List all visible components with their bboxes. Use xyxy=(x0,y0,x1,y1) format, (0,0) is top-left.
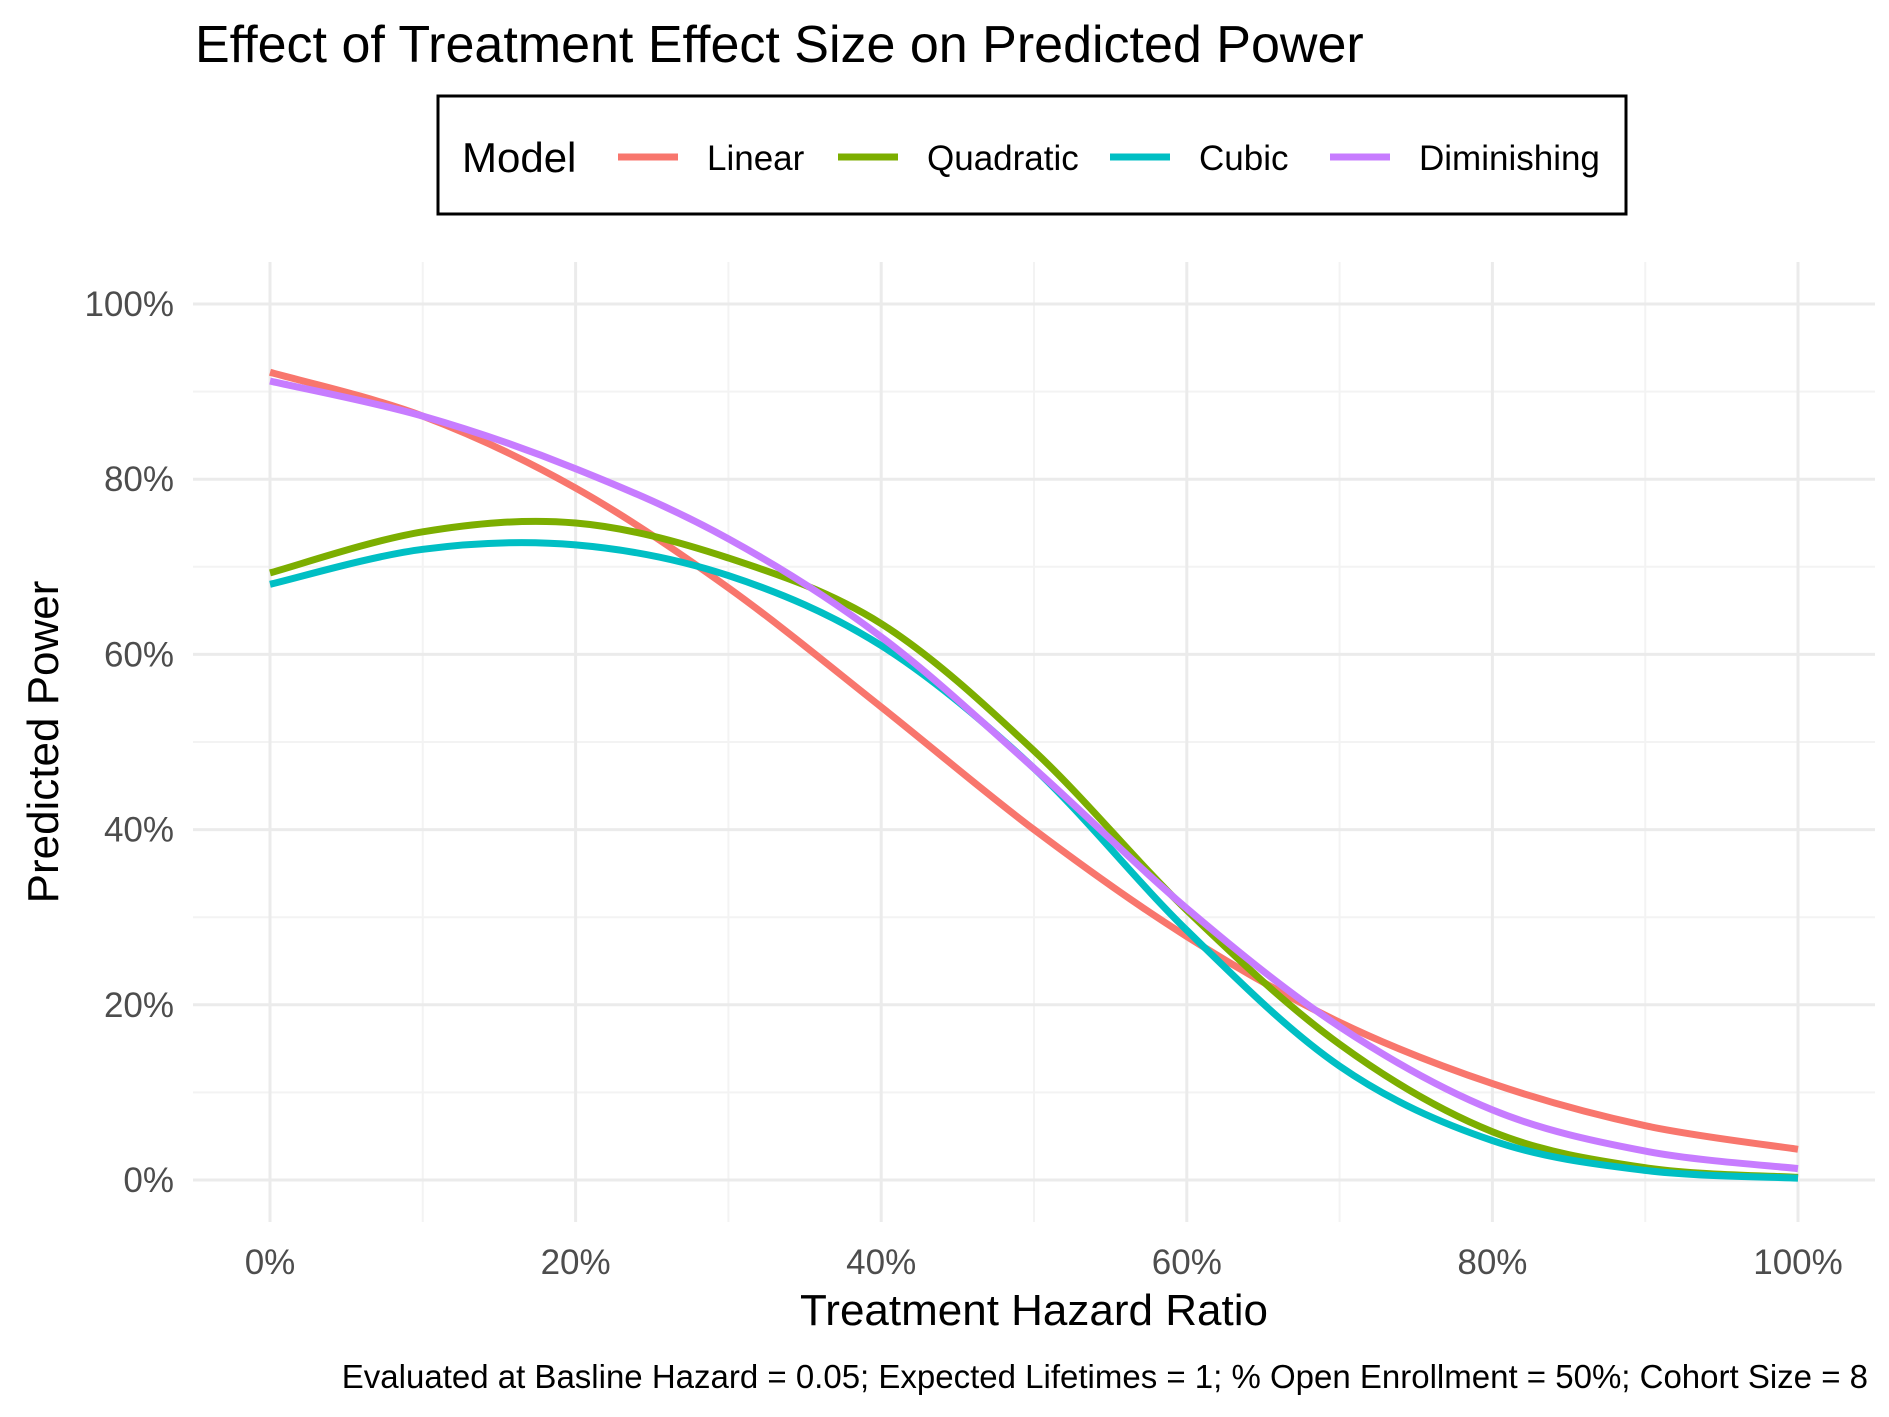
legend-label-diminishing: Diminishing xyxy=(1419,139,1600,178)
series-line-diminishing xyxy=(269,377,1799,1173)
chart-caption: Evaluated at Basline Hazard = 0.05; Expe… xyxy=(342,1358,1868,1395)
x-axis-ticks: 0% 20% 40% 60% 80% 100% xyxy=(245,1243,1843,1282)
chart-title: Effect of Treatment Effect Size on Predi… xyxy=(195,16,1364,74)
y-tick-label: 40% xyxy=(104,811,174,850)
legend-label-quadratic: Quadratic xyxy=(927,139,1079,178)
x-tick-label: 20% xyxy=(541,1243,611,1282)
y-axis-title: Predicted Power xyxy=(19,581,68,904)
series-line-linear xyxy=(269,368,1799,1153)
y-tick-label: 60% xyxy=(104,635,174,674)
gridlines xyxy=(193,262,1875,1222)
legend-label-linear: Linear xyxy=(707,139,805,178)
y-tick-label: 100% xyxy=(84,285,174,324)
x-tick-label: 100% xyxy=(1753,1243,1843,1282)
x-tick-label: 0% xyxy=(245,1243,296,1282)
legend-title: Model xyxy=(462,134,576,181)
y-tick-label: 20% xyxy=(104,986,174,1025)
series-line-quadratic xyxy=(269,517,1799,1181)
y-tick-label: 80% xyxy=(104,460,174,499)
series-layer xyxy=(269,368,1799,1182)
y-axis-ticks: 0% 20% 40% 60% 80% 100% xyxy=(84,285,174,1200)
x-axis-title: Treatment Hazard Ratio xyxy=(800,1286,1268,1335)
x-tick-label: 60% xyxy=(1152,1243,1222,1282)
y-tick-label: 0% xyxy=(123,1161,174,1200)
x-tick-label: 80% xyxy=(1457,1243,1527,1282)
legend-label-cubic: Cubic xyxy=(1199,139,1288,178)
legend: Model Linear Quadratic Cubic Diminishing xyxy=(436,94,1628,216)
legend-items: Linear Quadratic Cubic Diminishing xyxy=(618,139,1600,178)
x-tick-label: 40% xyxy=(846,1243,916,1282)
